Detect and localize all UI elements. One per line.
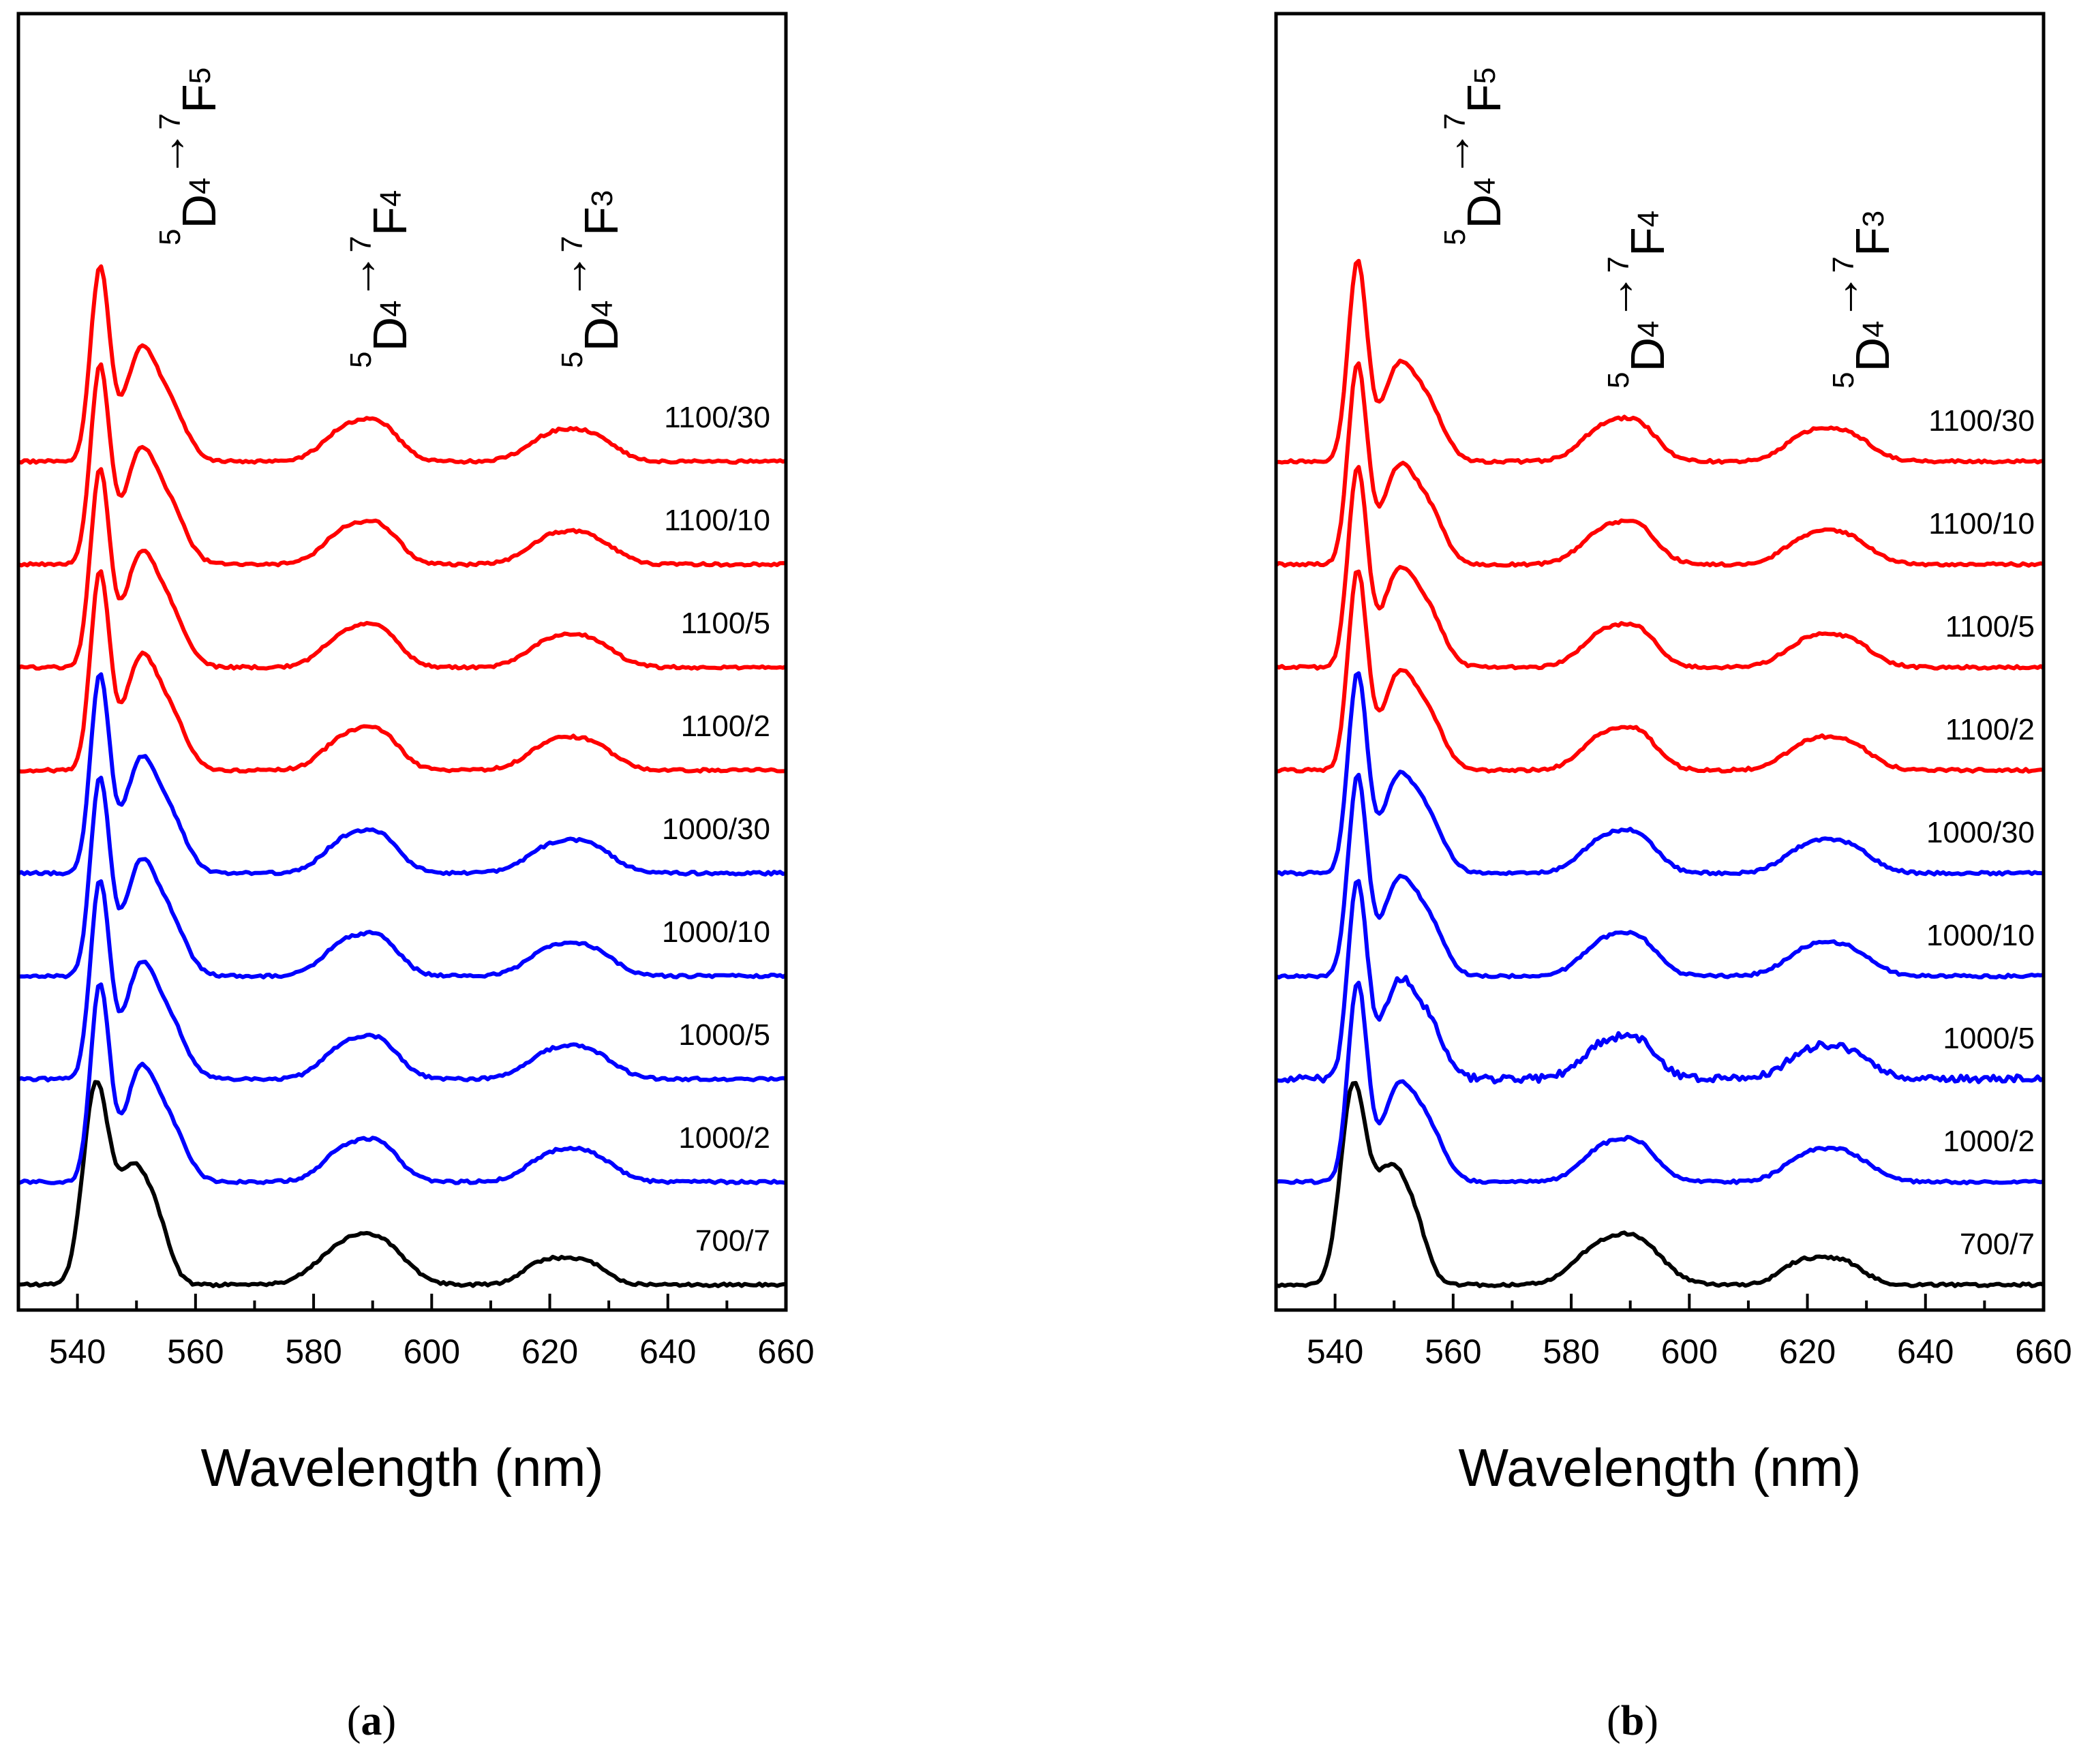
x-tick-label: 640 (1897, 1333, 1954, 1371)
series-label: 1000/10 (1926, 919, 2035, 952)
series-label: 1100/30 (1928, 404, 2035, 438)
series-layer: 700/7 1000/2 1000/5 1000/10 1000/30 1100/2 110… (1275, 258, 2045, 1288)
x-tick-label: 660 (757, 1333, 814, 1371)
series-label: 1000/2 (1943, 1125, 2035, 1158)
series-label: 1000/5 (1943, 1022, 2035, 1055)
x-tick-label: 600 (1661, 1333, 1718, 1371)
series-line-1000-5 (1275, 879, 2045, 1084)
series-line-1100-30 (18, 264, 787, 465)
series-label: 1100/30 (664, 401, 770, 434)
series-label: 700/7 (695, 1224, 770, 1258)
x-tick-label: 620 (1779, 1333, 1836, 1371)
x-tick-label: 660 (2015, 1333, 2072, 1371)
x-axis-label: Wavelength (nm) (1459, 1438, 1862, 1497)
panel-letter-char: a (361, 1698, 382, 1744)
series-label: 1000/10 (662, 915, 770, 949)
transition-label: 5D4→7F3 (545, 190, 628, 368)
panel-letter: (a) (347, 1698, 396, 1744)
series-label: 1100/5 (1945, 610, 2035, 643)
series-line-1000-2 (18, 982, 787, 1185)
series-line-700-7 (1275, 1080, 2044, 1288)
transition-label: 5D4→7F5 (142, 67, 226, 245)
series-label: 1100/2 (681, 710, 770, 743)
series-label: 1000/5 (678, 1018, 770, 1052)
panel-b: 700/7 1000/2 1000/5 1000/10 1000/30 1100/2 110… (1274, 12, 2072, 1744)
series-line-1000-30 (1275, 671, 2044, 877)
x-tick-label: 580 (1543, 1333, 1599, 1371)
series-line-1000-30 (17, 672, 787, 877)
series-label: 1000/2 (678, 1121, 770, 1155)
series-line-1100-2 (1275, 569, 2044, 774)
series-label: 700/7 (1960, 1228, 2035, 1261)
series-line-1100-10 (1275, 361, 2044, 568)
transition-label: 5D4→7F4 (333, 190, 416, 368)
panel-open-paren: ( (1607, 1698, 1621, 1744)
series-line-1000-5 (17, 879, 787, 1082)
panel-open-paren: ( (347, 1698, 361, 1744)
series-label: 1000/30 (1926, 816, 2035, 849)
series-label: 1000/30 (662, 812, 770, 846)
x-axis-label: Wavelength (nm) (201, 1438, 604, 1497)
x-tick-label: 540 (49, 1333, 106, 1371)
series-line-1100-10 (17, 362, 787, 568)
series-label: 1100/10 (664, 504, 770, 537)
panel-a: 700/7 1000/2 1000/5 1000/10 1000/30 1100/2 110… (16, 12, 815, 1744)
x-axis-ticks: 540 560 580 600 620 640 660 (1275, 1294, 2072, 1371)
transition-label: 5D4→7F5 (1427, 67, 1511, 245)
series-line-1000-10 (18, 776, 787, 979)
series-line-1000-10 (1275, 772, 2044, 979)
transition-labels: 5D4→7F5 5D4→7F4 5D4→7F3 (142, 67, 628, 368)
series-line-700-7 (18, 1080, 787, 1288)
series-line-1100-2 (18, 569, 786, 774)
series-label: 1100/10 (1928, 507, 2035, 541)
panel-close-paren: ) (382, 1698, 397, 1744)
panel-close-paren: ) (1644, 1698, 1658, 1744)
series-line-1100-5 (1275, 465, 2045, 671)
x-tick-label: 540 (1307, 1333, 1363, 1371)
series-line-1000-2 (1275, 980, 2044, 1185)
series-line-1100-30 (1275, 258, 2044, 465)
series-layer: 700/7 1000/2 1000/5 1000/10 1000/30 1100/2 110… (17, 264, 787, 1288)
plot-frame (16, 12, 788, 1312)
panel-letter: (b) (1607, 1698, 1658, 1744)
x-tick-label: 560 (167, 1333, 224, 1371)
x-tick-label: 640 (639, 1333, 696, 1371)
transition-label: 5D4→7F3 (1816, 211, 1899, 389)
transition-label: 5D4→7F4 (1591, 211, 1674, 389)
x-axis-ticks: 540 560 580 600 620 640 660 (17, 1294, 815, 1371)
x-tick-label: 600 (404, 1333, 460, 1371)
plot-frame (1274, 12, 2046, 1312)
transition-labels: 5D4→7F5 5D4→7F4 5D4→7F3 (1427, 67, 1899, 389)
series-label: 1100/2 (1945, 713, 2035, 746)
x-tick-label: 620 (521, 1333, 578, 1371)
x-tick-label: 580 (285, 1333, 342, 1371)
panel-letter-char: b (1621, 1698, 1644, 1744)
x-tick-label: 560 (1425, 1333, 1481, 1371)
series-line-1100-5 (17, 467, 787, 671)
series-label: 1100/5 (681, 607, 770, 640)
